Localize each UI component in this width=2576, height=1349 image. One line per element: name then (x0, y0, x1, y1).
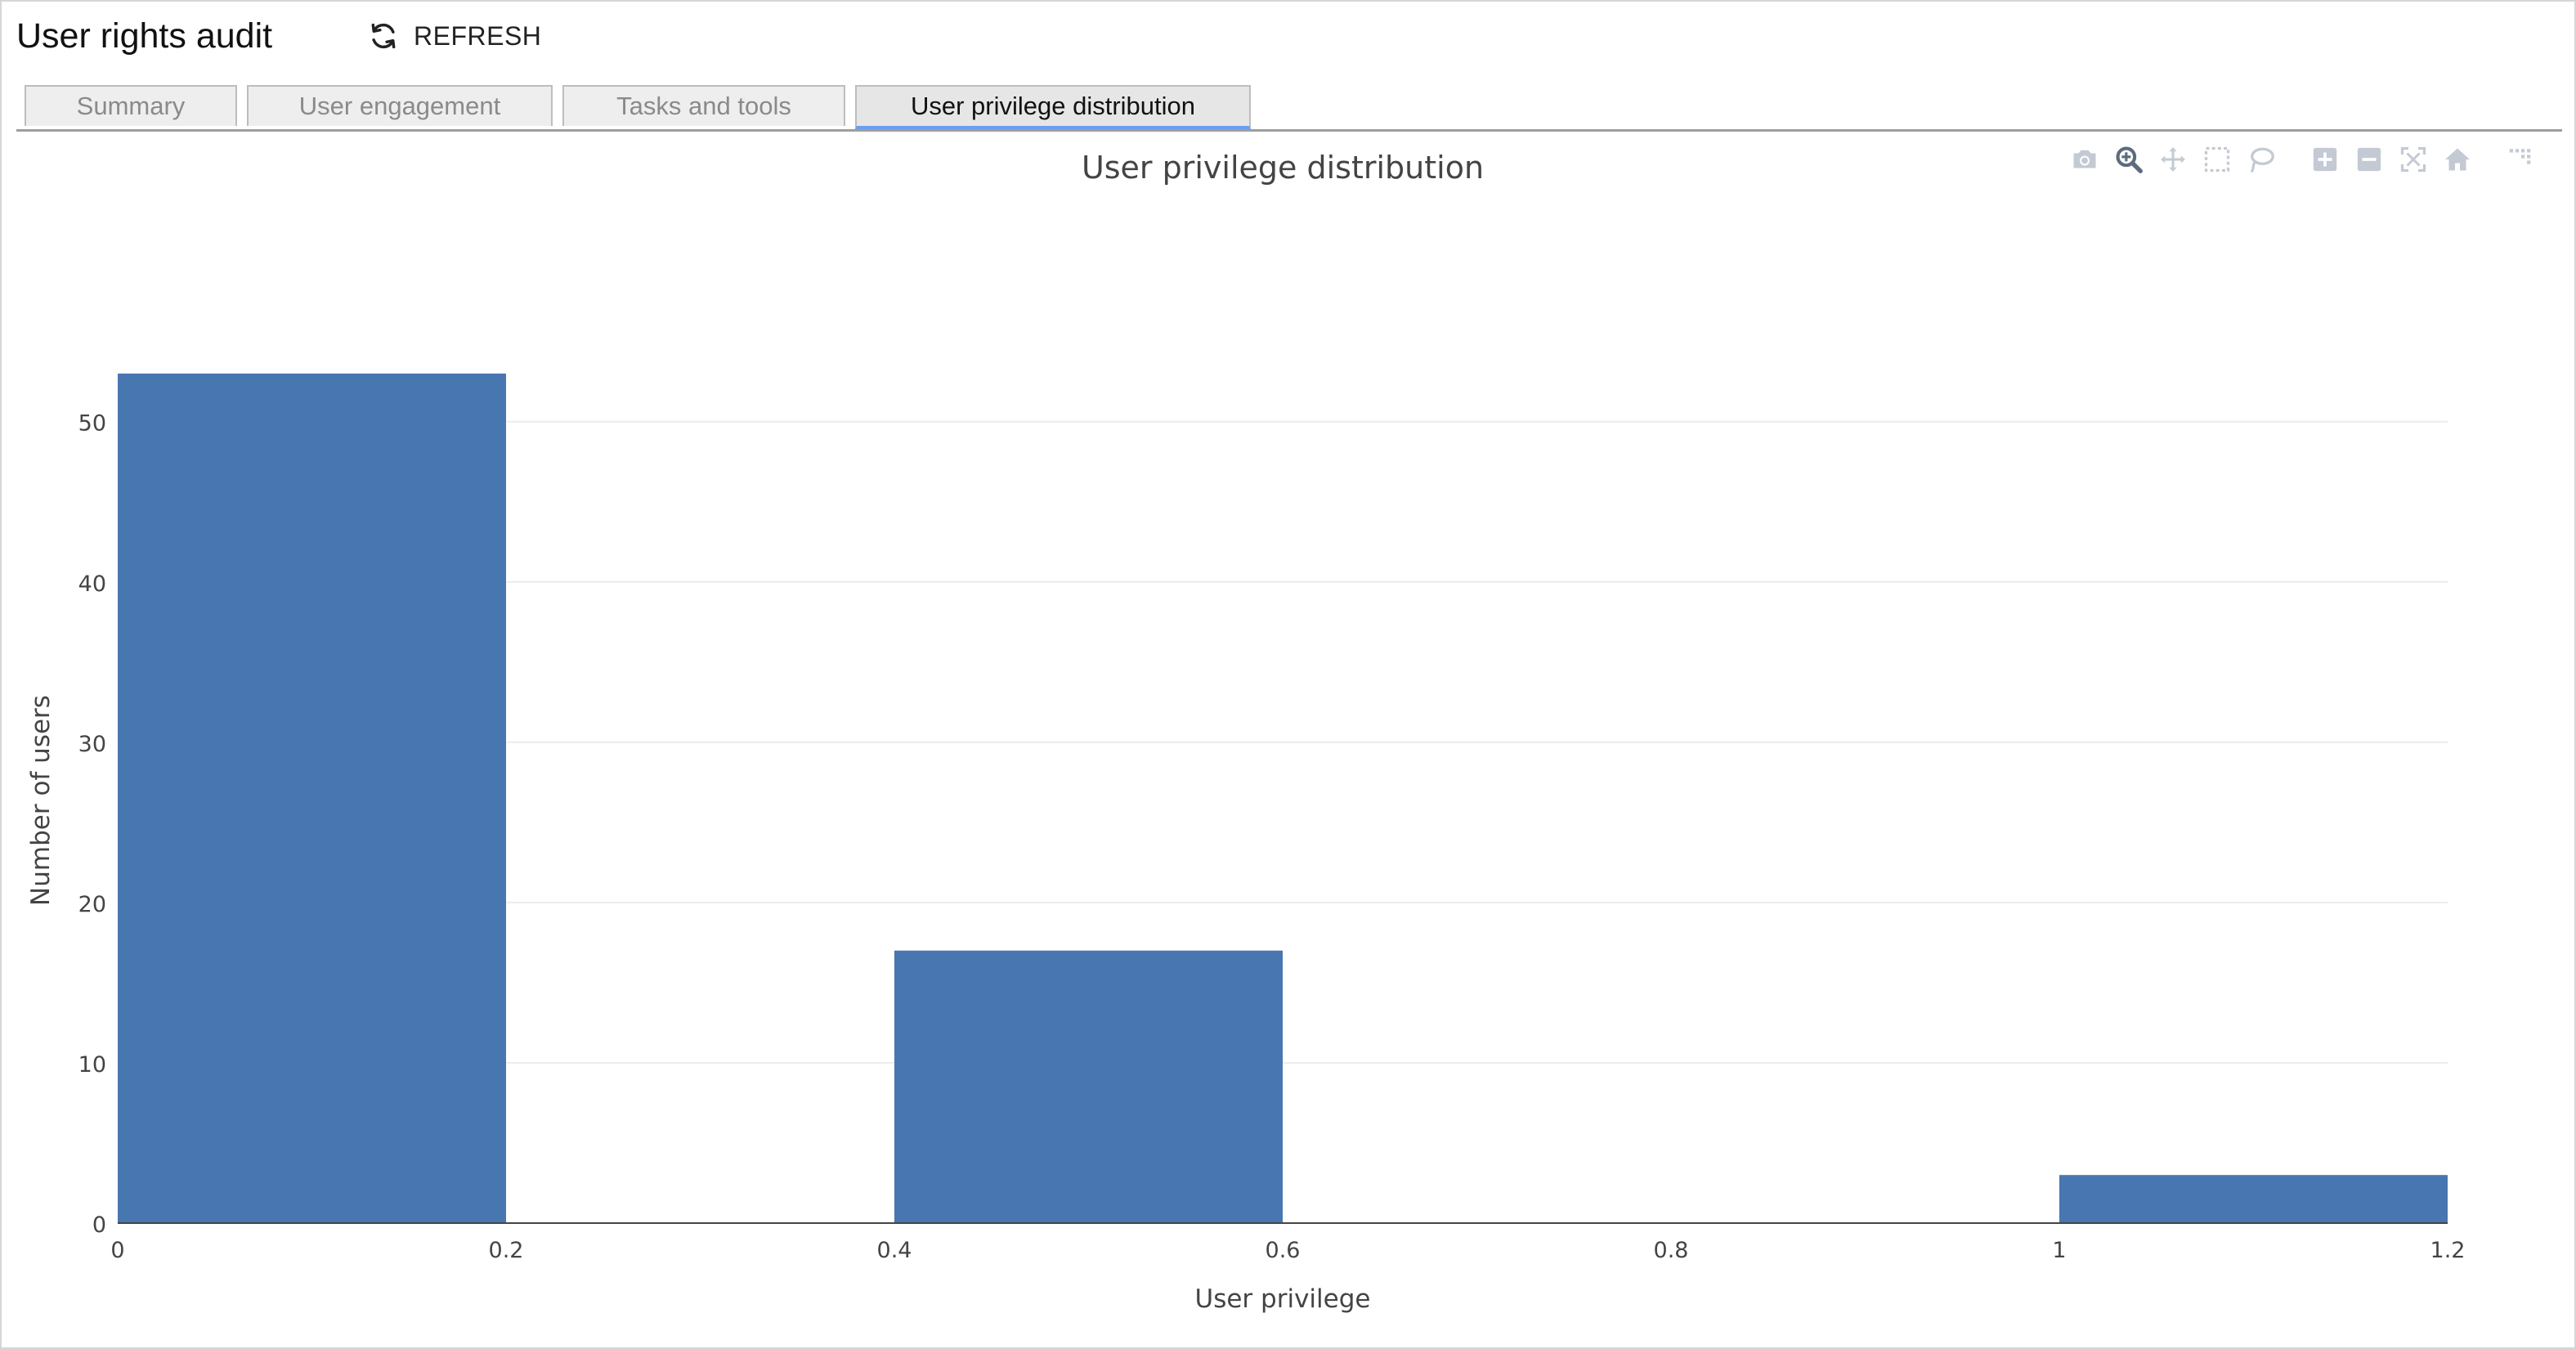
plotly-logo-icon[interactable] (2505, 143, 2538, 176)
x-tick-label: 0.4 (877, 1238, 912, 1263)
y-axis-title: Number of users (26, 695, 56, 906)
tab-tasks-and-tools[interactable]: Tasks and tools (562, 85, 845, 126)
y-tick-label: 10 (78, 1052, 106, 1078)
x-tick-label: 1 (2052, 1238, 2066, 1263)
histogram-bar[interactable] (2059, 1175, 2448, 1223)
app-title: User rights audit (16, 16, 273, 56)
histogram-bar[interactable] (118, 373, 506, 1224)
zoom-icon[interactable] (2112, 143, 2145, 176)
chart-container: 0 0.2 0.4 0.6 0.8 1 1.2 0 10 20 30 40 50 User privi… (16, 132, 2562, 1344)
reset-axes-icon[interactable] (2441, 143, 2474, 176)
refresh-icon (368, 20, 399, 52)
refresh-label: REFRESH (414, 20, 542, 51)
bars (118, 373, 2448, 1224)
zoom-out-icon[interactable] (2353, 143, 2386, 176)
camera-icon[interactable] (2068, 143, 2101, 176)
histogram-chart: 0 0.2 0.4 0.6 0.8 1 1.2 0 10 20 30 40 50 User privi… (26, 150, 2465, 1314)
tab-user-privilege-distribution[interactable]: User privilege distribution (855, 85, 1251, 129)
refresh-button[interactable]: REFRESH (368, 13, 541, 59)
tab-user-engagement[interactable]: User engagement (247, 85, 553, 126)
tab-summary[interactable]: Summary (25, 85, 237, 126)
x-tick-label: 1.2 (2430, 1238, 2466, 1263)
y-tick-label: 50 (78, 411, 106, 437)
tab-bar: Summary User engagement Tasks and tools … (16, 85, 2562, 132)
zoom-in-icon[interactable] (2309, 143, 2341, 176)
autoscale-icon[interactable] (2397, 143, 2430, 176)
x-tick-label: 0.2 (489, 1238, 524, 1263)
box-select-icon[interactable] (2201, 143, 2233, 176)
y-tick-label: 0 (92, 1212, 106, 1238)
lasso-select-icon[interactable] (2245, 143, 2278, 176)
chart-title: User privilege distribution (1082, 150, 1484, 186)
x-tick-label: 0.8 (1654, 1238, 1689, 1263)
y-tick-label: 30 (78, 732, 106, 757)
x-axis-title: User privilege (1195, 1284, 1371, 1314)
y-tick-label: 40 (78, 571, 106, 597)
x-tick-label: 0.6 (1266, 1238, 1301, 1263)
pan-icon[interactable] (2157, 143, 2189, 176)
y-tick-labels: 0 10 20 30 40 50 (78, 411, 106, 1238)
x-tick-label: 0 (110, 1238, 124, 1263)
histogram-bar[interactable] (894, 950, 1283, 1223)
y-tick-label: 20 (78, 892, 106, 917)
chart-modebar (2057, 139, 2538, 180)
x-tick-labels: 0 0.2 0.4 0.6 0.8 1 1.2 (110, 1238, 2465, 1263)
